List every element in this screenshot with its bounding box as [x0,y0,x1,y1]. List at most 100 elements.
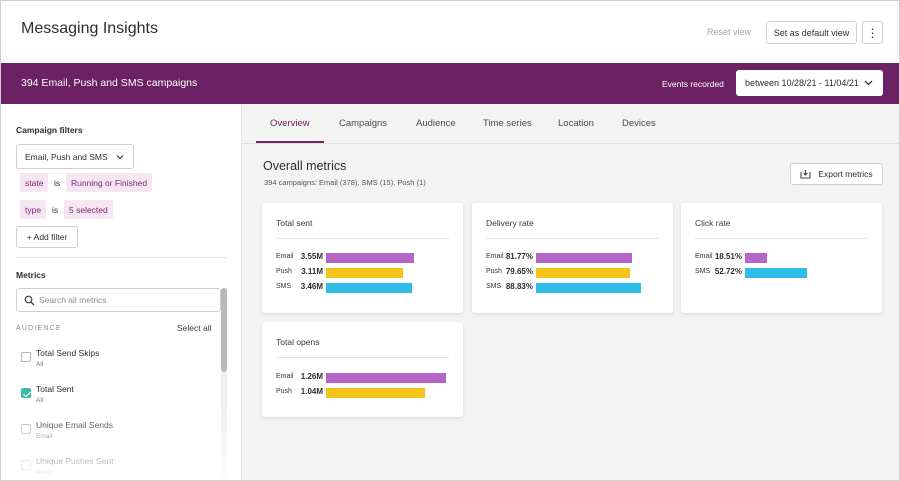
events-recorded-label: Events recorded [662,79,724,89]
bar-category-label: Push [276,268,292,275]
bar-row-email: Email 81.77% [486,252,659,264]
card-divider [276,238,449,239]
bar-value-label: 52.72% [714,267,742,276]
tab-audience[interactable]: Audience [416,118,456,129]
bar-value-label: 88.83% [505,282,533,291]
bar-category-label: Push [486,268,502,275]
metric-checkbox[interactable] [21,388,31,398]
bar-value-label: 3.55M [300,252,323,261]
bar-sms [536,283,641,293]
card-divider [486,238,659,239]
search-placeholder: Search all metrics [39,295,107,305]
metric-channel: All [36,397,44,404]
tab-location[interactable]: Location [558,118,594,129]
metrics-search-input[interactable]: Search all metrics [16,288,221,312]
metric-name: Total Send Skips [36,348,100,358]
filter-value-state[interactable]: Running or Finished [66,173,153,192]
metric-checkbox[interactable] [21,460,31,470]
filter-operator: is [52,205,59,215]
campaign-count-title: 394 Email, Push and SMS campaigns [21,77,198,89]
bar-row-push: Push 79.65% [486,267,659,279]
metric-item[interactable]: Total Send Skips All [21,345,211,375]
metric-channel: Email [36,433,53,440]
tab-devices[interactable]: Devices [622,118,656,129]
card-title: Total opens [276,337,320,347]
tab-overview[interactable]: Overview [270,118,310,129]
filter-operator: is [54,178,61,188]
search-icon [24,295,35,306]
bar-value-label: 3.11M [301,267,323,276]
bar-sms [745,268,807,278]
bar-value-label: 1.26M [300,372,323,381]
channel-select-value: Email, Push and SMS [25,151,108,162]
bar-value-label: 79.65% [505,267,533,276]
main-content: Overview Campaigns Audience Time series … [242,104,899,480]
filter-value-type[interactable]: 5 selected [64,200,113,219]
metric-checkbox[interactable] [21,424,31,434]
bar-email [745,253,767,263]
metric-checkbox[interactable] [21,352,31,362]
metric-channel: All [36,361,44,368]
channel-select[interactable]: Email, Push and SMS [16,144,134,169]
audience-section-label: AUDIENCE [16,325,62,332]
bar-category-label: Email [486,253,504,260]
bar-category-label: SMS [486,283,502,290]
sidebar-divider [16,257,227,258]
bar-row-sms: SMS 3.46M [276,282,449,294]
tab-time-series[interactable]: Time series [483,118,532,129]
bar-row-email: Email 1.26M [276,372,449,384]
bar-row-push: Push 3.11M [276,267,449,279]
bar-email [536,253,632,263]
card-title: Click rate [695,218,731,228]
bar-row-email: Email 3.55M [276,252,449,264]
campaign-banner: 394 Email, Push and SMS campaigns Events… [1,63,899,104]
select-all-link[interactable]: Select all [177,323,212,333]
metric-name: Total Sent [36,384,74,394]
card-title: Delivery rate [486,218,534,228]
bar-value-label: 3.46M [300,282,323,291]
date-range-select[interactable]: between 10/28/21 - 11/04/21 [736,70,883,96]
page-title: Messaging Insights [21,20,158,37]
bar-value-label: 18.51% [714,252,742,261]
bar-email [326,253,414,263]
campaign-filters-heading: Campaign filters [16,125,83,135]
metrics-scrollbar[interactable] [221,288,227,480]
chevron-down-icon [864,80,873,86]
date-range-value: between 10/28/21 - 11/04/21 [745,78,859,88]
metric-card-click-rate: Click rate Email 18.51% SMS 52.72% [681,203,882,313]
add-filter-button[interactable]: + Add filter [16,226,78,248]
bar-row-push: Push 1.04M [276,387,449,399]
tab-campaigns[interactable]: Campaigns [339,118,388,129]
metric-item[interactable]: Unique Pushes Sent Push [21,453,211,480]
set-default-view-button[interactable]: Set as default view [766,21,857,44]
bar-category-label: Email [276,253,294,260]
more-options-button[interactable]: ⋮ [862,21,883,44]
metric-card-total-opens: Total opens Email 1.26M Push 1.04M [262,322,463,417]
card-divider [276,357,449,358]
reset-view-link[interactable]: Reset view [707,27,752,37]
filter-field-state[interactable]: state [20,173,49,192]
bar-value-label: 81.77% [505,252,533,261]
bar-email [326,373,446,383]
metric-channel: Push [36,469,51,476]
chevron-down-icon [116,155,124,160]
scrollbar-thumb[interactable] [221,288,227,372]
metric-name: Unique Email Sends [36,420,114,430]
bar-category-label: SMS [695,268,711,275]
export-metrics-label: Export metrics [818,169,873,179]
metric-item[interactable]: Total Sent All [21,381,211,411]
filter-field-type[interactable]: type [20,200,47,219]
card-title: Total sent [276,218,313,228]
bar-row-email: Email 18.51% [695,252,868,264]
metric-item[interactable]: Unique Email Sends Email [21,417,211,447]
card-divider [695,238,868,239]
metrics-heading: Metrics [16,270,46,280]
filters-sidebar: Campaign filters Email, Push and SMS sta… [1,104,242,480]
metric-card-total-sent: Total sent Email 3.55M Push 3.11M SMS 3.46M [262,203,463,313]
bar-push [326,388,425,398]
export-metrics-button[interactable]: Export metrics [790,163,883,185]
campaign-breakdown: 394 campaigns: Email (378), SMS (15), Pu… [264,178,426,187]
bar-category-label: Email [695,253,713,260]
bar-category-label: Email [276,373,294,380]
